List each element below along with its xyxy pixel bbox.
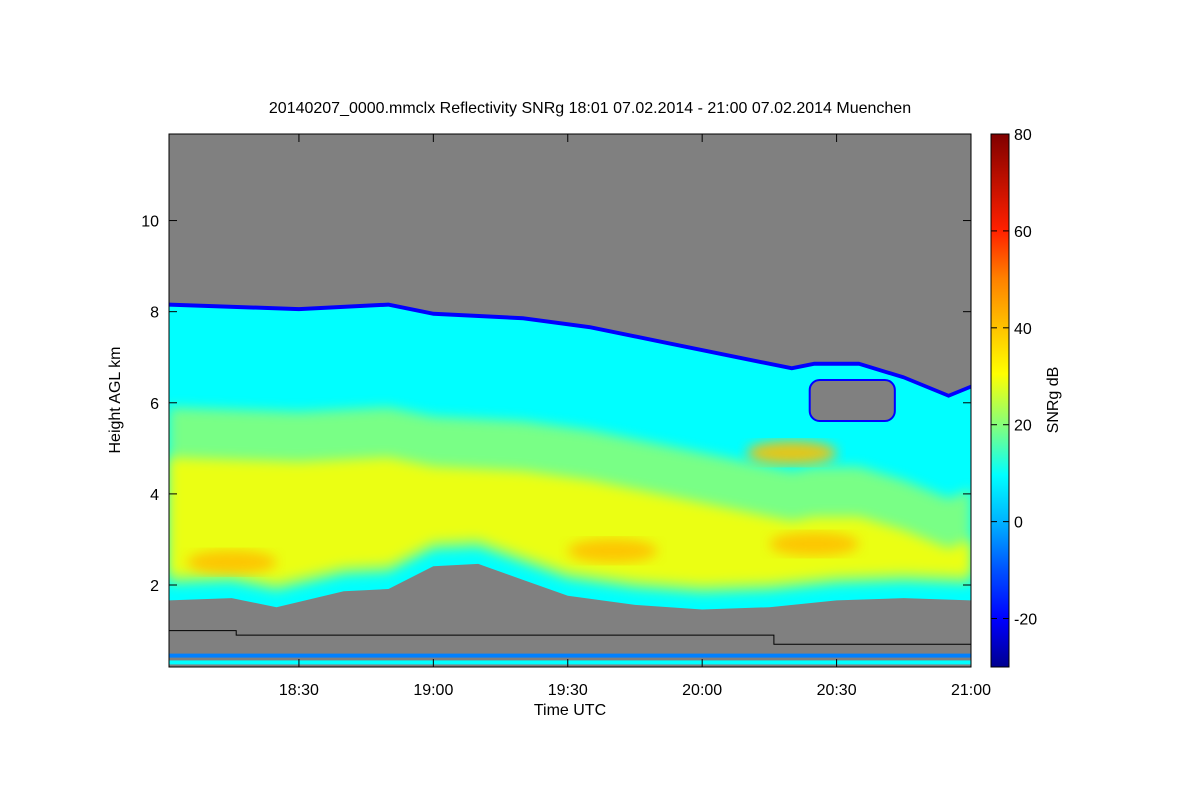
x-tick-label: 21:00 [951, 682, 991, 699]
y-axis: 2 4 6 8 10 [141, 214, 971, 595]
x-tick-label: 19:00 [413, 682, 453, 699]
snr-peak-patch [186, 550, 277, 575]
x-tick-label: 20:00 [682, 682, 722, 699]
x-tick-label: 20:30 [817, 682, 857, 699]
y-tick-label: 8 [150, 305, 159, 322]
colorbar-tick-label: 40 [1014, 321, 1032, 338]
plot-area: 18:30 19:00 19:30 20:00 20:30 21:00 2 4 6 8 10 [141, 133, 991, 699]
x-tick-label: 19:30 [548, 682, 588, 699]
snr-peak-patch [769, 532, 860, 556]
y-tick-label: 2 [150, 578, 159, 595]
colorbar-tick-label: 80 [1014, 127, 1032, 144]
y-tick-label: 10 [141, 214, 159, 231]
x-axis-label: Time UTC [534, 702, 606, 719]
step-line [169, 630, 971, 645]
colorbar-gradient [990, 133, 1010, 668]
snr-peak-patch [567, 538, 658, 563]
y-tick-label: 6 [150, 396, 159, 413]
colorbar-label: SNRg dB [1045, 367, 1062, 434]
y-tick-label: 4 [150, 487, 159, 504]
surface-clutter-line [169, 660, 971, 665]
snr-peak-patch [746, 440, 837, 465]
cloud-core-yellow [169, 457, 971, 585]
snr-field [169, 302, 971, 665]
chart-title: 20140207_0000.mmclx Reflectivity SNRg 18… [269, 100, 911, 117]
y-axis-label: Height AGL km [107, 346, 124, 453]
colorbar-tick-label: 0 [1014, 515, 1023, 532]
clear-gap-region [808, 379, 896, 422]
surface-clutter-line [169, 653, 971, 658]
x-axis: 18:30 19:00 19:30 20:00 20:30 21:00 [279, 134, 991, 699]
colorbar-tick-label: 20 [1014, 418, 1032, 435]
colorbar-ticks: -20 0 20 40 60 80 [991, 127, 1037, 629]
colorbar: -20 0 20 40 60 80 SNRg dB [990, 127, 1062, 668]
x-tick-label: 18:30 [279, 682, 319, 699]
colorbar-tick-label: 60 [1014, 224, 1032, 241]
colorbar-tick-label: -20 [1014, 612, 1037, 629]
plot-frame [168, 133, 972, 668]
